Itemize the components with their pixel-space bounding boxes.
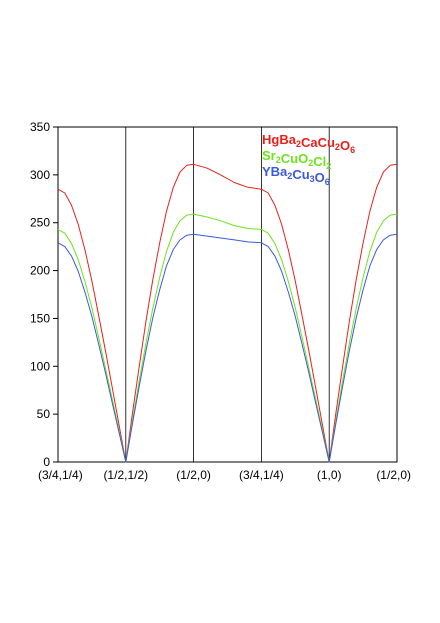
symmetry-point-lines xyxy=(125,127,330,462)
legend-entry: YBa2Cu3O6 xyxy=(262,164,330,187)
y-tick-label: 50 xyxy=(37,407,51,421)
series-line xyxy=(57,163,398,463)
x-tick-label: (1/2,0) xyxy=(176,468,211,482)
plot-frame xyxy=(57,126,398,463)
x-tick-label: (3/4,1/4) xyxy=(38,468,83,482)
y-tick-label: 200 xyxy=(30,264,50,278)
legend-entry: HgBa2CaCu2O6 xyxy=(262,132,355,155)
x-tick-label: (1/2,1/2) xyxy=(103,468,148,482)
series-line xyxy=(57,213,398,463)
x-tick-label: (1,0) xyxy=(317,468,342,482)
y-tick-label: 100 xyxy=(30,359,50,373)
x-tick-label: (3/4,1/4) xyxy=(239,468,284,482)
y-tick-label: 350 xyxy=(30,120,50,134)
y-tick-label: 250 xyxy=(30,216,50,230)
series-line xyxy=(57,233,398,463)
y-tick-label: 0 xyxy=(43,455,50,469)
y-tick-label: 150 xyxy=(30,311,50,325)
y-axis: 0 50 100 150 200 250 300 350 xyxy=(30,120,58,469)
y-tick-label: 300 xyxy=(30,168,50,182)
legend-entry: Sr2CuO2Cl2 xyxy=(262,148,331,171)
series-lines xyxy=(57,163,398,463)
x-axis: (3/4,1/4) (1/2,1/2) (1/2,0) (3/4,1/4) (1,0) (… xyxy=(38,468,411,482)
x-tick-label: (1/2,0) xyxy=(376,468,411,482)
